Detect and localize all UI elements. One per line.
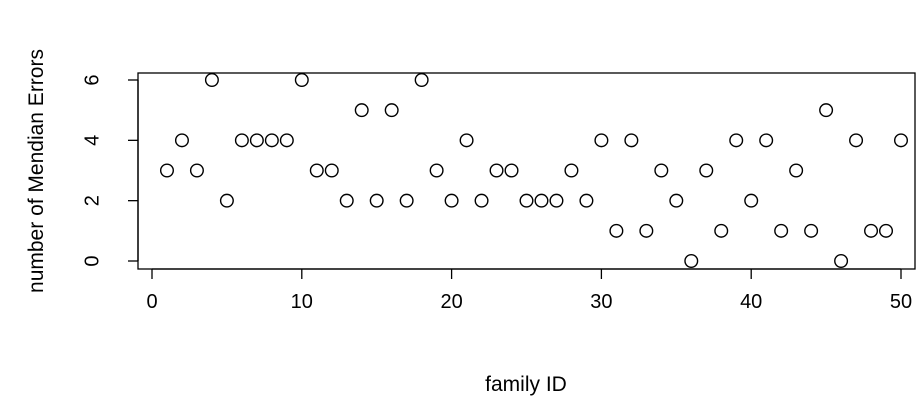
y-tick-label: 0 <box>81 255 103 266</box>
data-point <box>624 133 639 148</box>
plot-frame <box>137 72 916 270</box>
data-point <box>384 103 399 118</box>
data-point <box>684 253 699 268</box>
data-point <box>324 163 339 178</box>
data-point <box>759 133 774 148</box>
y-tick-label: 4 <box>81 135 103 146</box>
data-point <box>189 163 204 178</box>
data-point <box>399 193 414 208</box>
data-point <box>879 223 894 238</box>
x-tick-label: 40 <box>740 291 762 313</box>
x-axis-label: family ID <box>485 373 567 396</box>
x-tick-label: 20 <box>440 291 462 313</box>
data-point <box>549 193 564 208</box>
data-point <box>744 193 759 208</box>
data-point <box>219 193 234 208</box>
data-point <box>579 193 594 208</box>
data-point <box>609 223 624 238</box>
data-point <box>834 253 849 268</box>
data-point <box>369 193 384 208</box>
data-point <box>699 163 714 178</box>
data-point <box>414 72 429 87</box>
data-point <box>849 133 864 148</box>
data-point <box>774 223 789 238</box>
data-point <box>639 223 654 238</box>
data-point <box>534 193 549 208</box>
data-point <box>294 72 309 87</box>
x-tick-label: 30 <box>590 291 612 313</box>
data-point <box>459 133 474 148</box>
x-axis-ticks: 0 10 20 30 40 50 <box>146 269 912 313</box>
data-point <box>594 133 609 148</box>
data-point <box>804 223 819 238</box>
y-axis-ticks: 0 2 4 6 <box>81 74 138 267</box>
x-tick-label: 0 <box>146 291 157 313</box>
data-point <box>174 133 189 148</box>
data-point <box>519 193 534 208</box>
y-axis-label: number of Mendian Errors <box>25 49 48 293</box>
data-point <box>279 133 294 148</box>
data-point <box>339 193 354 208</box>
x-tick-label: 50 <box>890 291 912 313</box>
data-point <box>249 133 264 148</box>
data-point <box>729 133 744 148</box>
data-point <box>894 133 909 148</box>
data-point <box>669 193 684 208</box>
data-point <box>444 193 459 208</box>
data-point <box>489 163 504 178</box>
data-point <box>864 223 879 238</box>
data-point <box>714 223 729 238</box>
data-points <box>159 72 909 268</box>
data-point <box>654 163 669 178</box>
data-point <box>159 163 174 178</box>
data-point <box>789 163 804 178</box>
data-point <box>564 163 579 178</box>
data-point <box>354 103 369 118</box>
data-point <box>204 72 219 87</box>
data-point <box>504 163 519 178</box>
x-tick-label: 10 <box>291 291 313 313</box>
data-point <box>264 133 279 148</box>
data-point <box>309 163 324 178</box>
data-point <box>819 103 834 118</box>
y-tick-label: 2 <box>81 195 103 206</box>
data-point <box>429 163 444 178</box>
y-tick-label: 6 <box>81 74 103 85</box>
data-point <box>234 133 249 148</box>
data-point <box>474 193 489 208</box>
